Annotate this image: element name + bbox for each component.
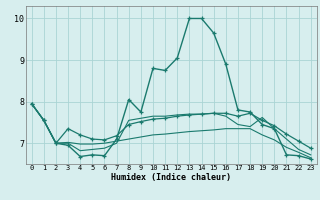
X-axis label: Humidex (Indice chaleur): Humidex (Indice chaleur) bbox=[111, 173, 231, 182]
